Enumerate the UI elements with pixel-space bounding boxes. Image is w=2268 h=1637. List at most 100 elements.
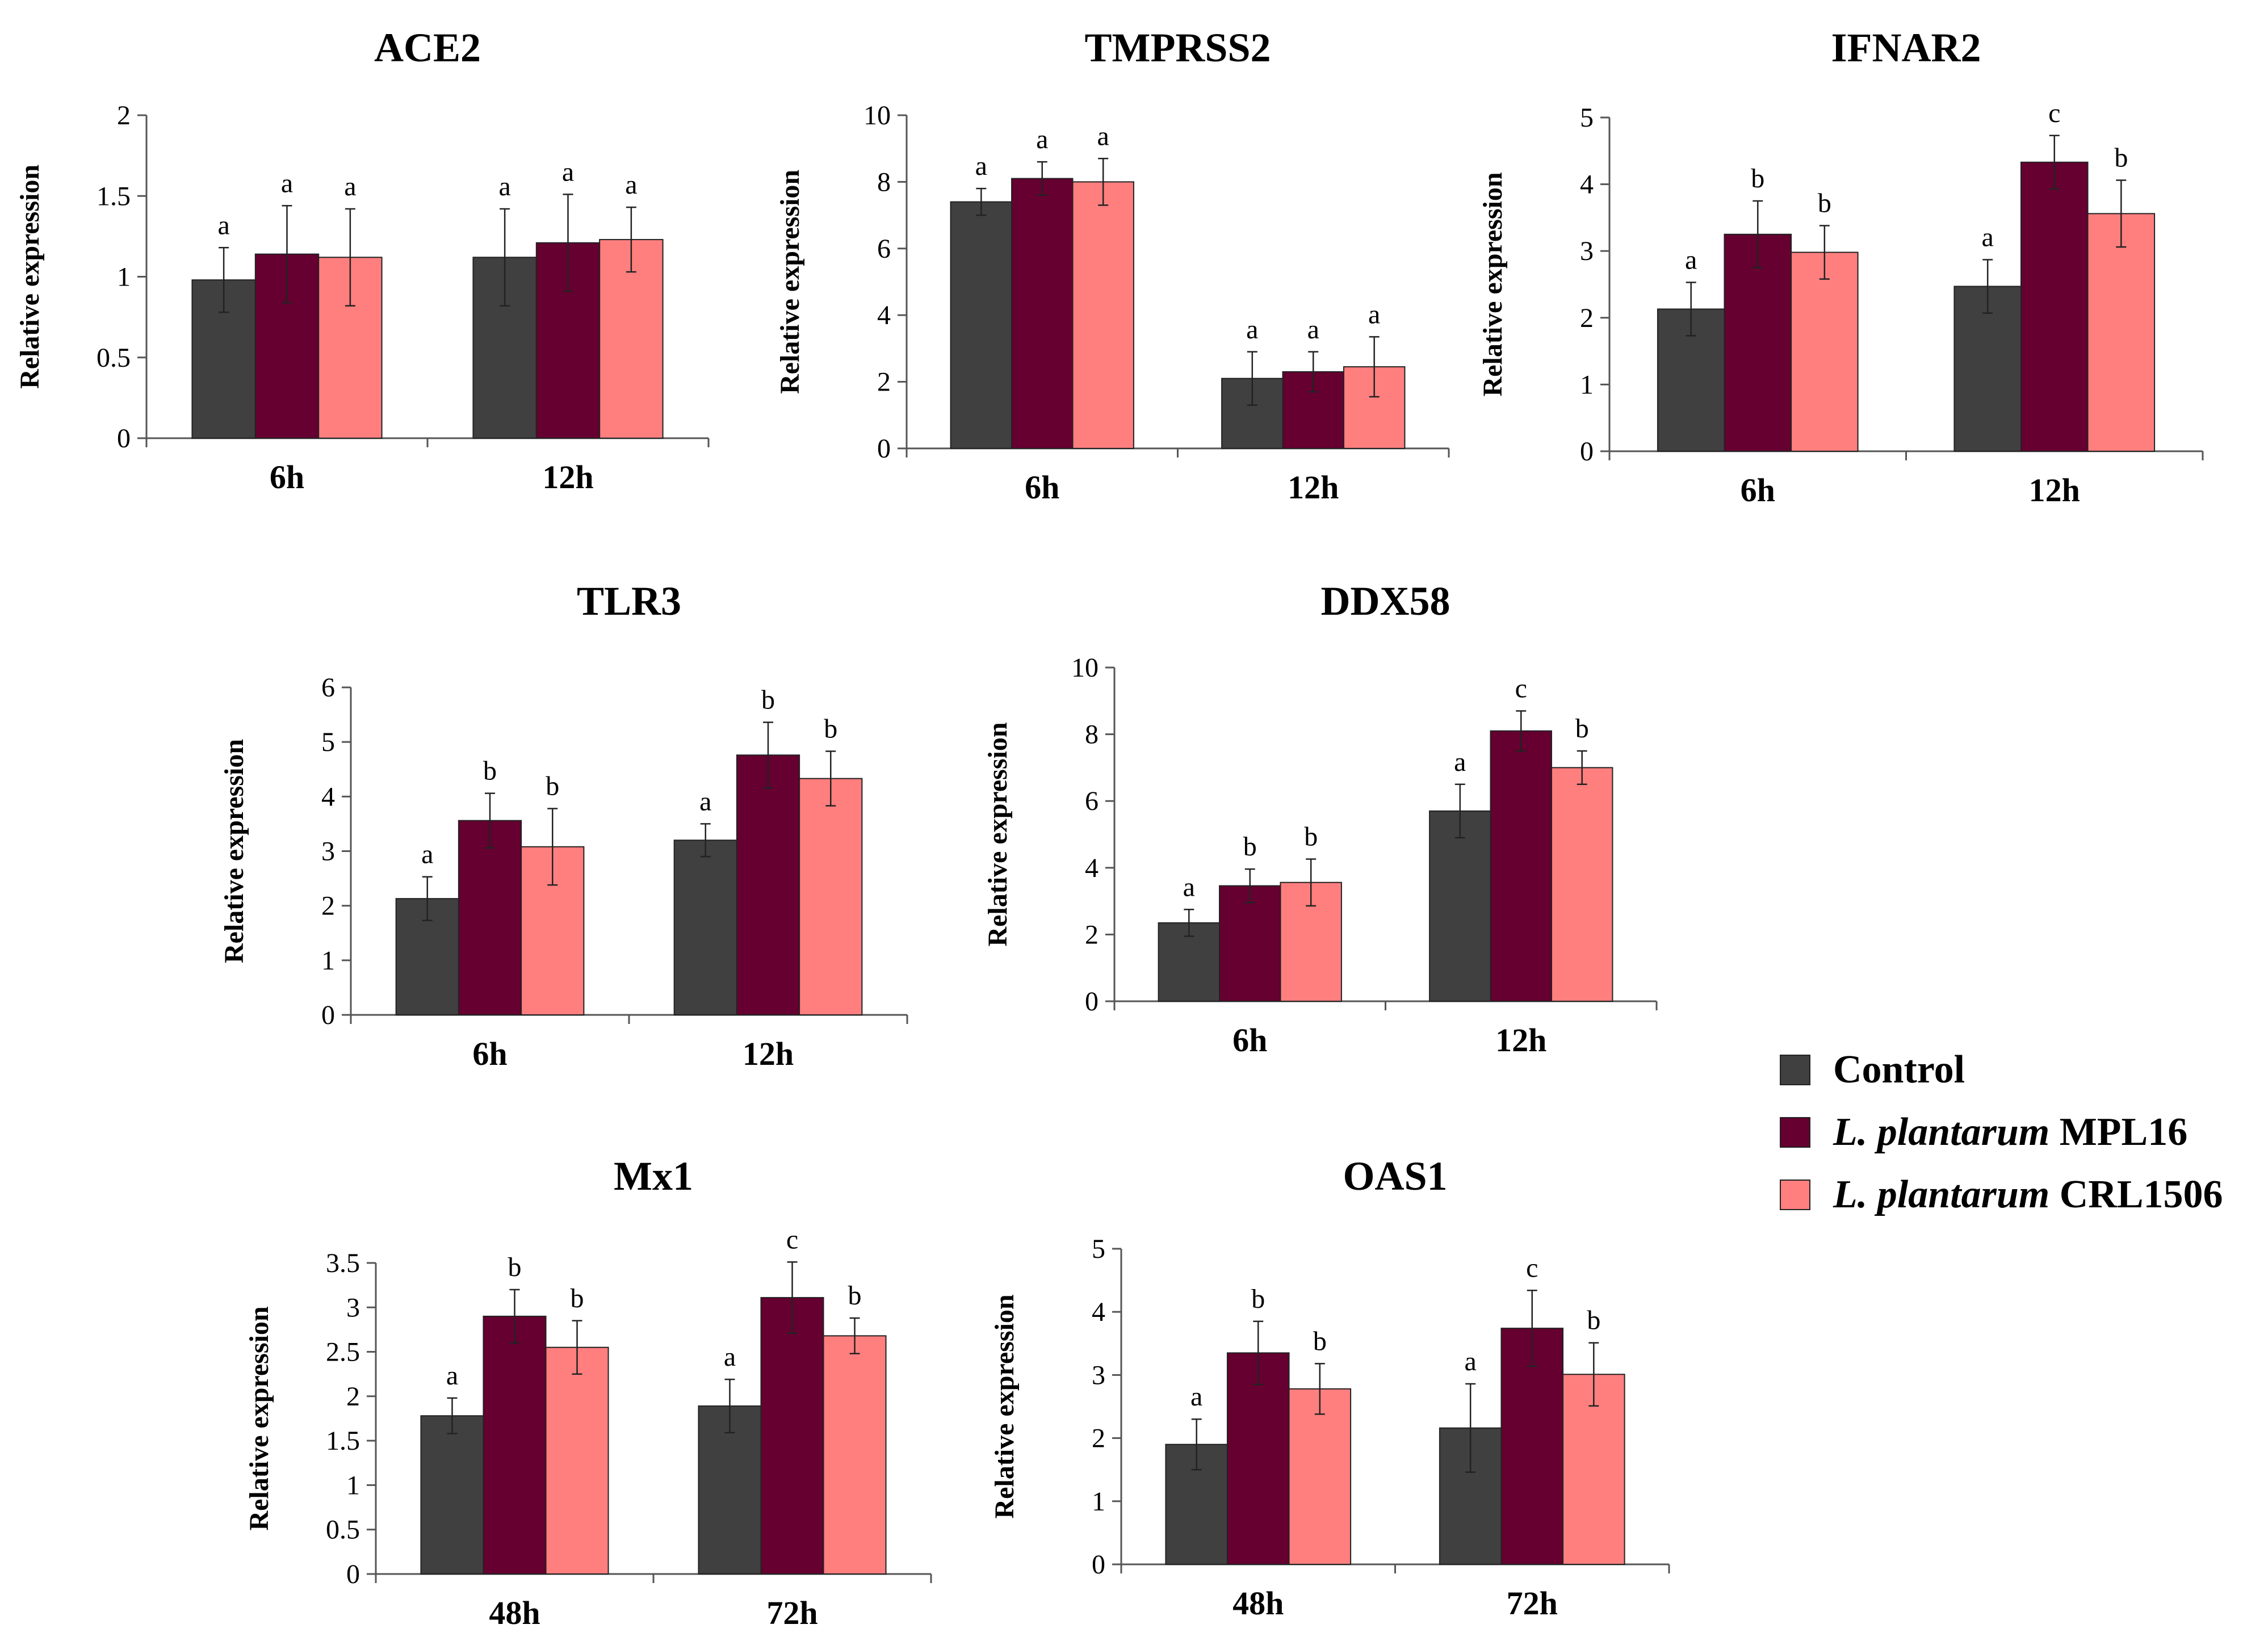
significance-letter: a <box>281 168 293 198</box>
x-category-label: 6h <box>1741 472 1775 509</box>
y-tick-label: 2 <box>1092 1424 1105 1454</box>
bar-mpl16-6h <box>458 820 522 1015</box>
x-category-label: 12h <box>2029 472 2080 509</box>
y-tick-label: 1 <box>1092 1487 1105 1517</box>
significance-letter: a <box>1368 299 1380 329</box>
x-category-label: 12h <box>542 459 593 496</box>
y-tick-label: 6 <box>321 673 335 703</box>
significance-letter: b <box>1751 163 1764 194</box>
legend-label-crl1506: L. plantarum CRL1506 <box>1833 1173 2223 1216</box>
significance-letter: a <box>1685 245 1697 275</box>
bar-mpl16-6h <box>1011 178 1074 449</box>
significance-letter: b <box>1818 188 1831 219</box>
bar-control-48h <box>420 1415 484 1575</box>
significance-letter: a <box>498 171 510 202</box>
significance-letter: a <box>699 786 711 816</box>
y-tick-label: 1 <box>1580 370 1594 400</box>
significance-letter: b <box>1304 822 1318 852</box>
legend-swatch-control <box>1780 1055 1810 1085</box>
y-axis-label: Relative expression <box>1478 172 1508 396</box>
y-axis-label: Relative expression <box>775 170 805 394</box>
significance-letter: b <box>571 1283 584 1313</box>
chart-title: Mx1 <box>614 1153 693 1199</box>
legend-label-control: Control <box>1833 1048 1965 1092</box>
x-category-label: 48h <box>1232 1585 1284 1622</box>
significance-letter: b <box>1251 1284 1265 1314</box>
y-tick-label: 3 <box>321 837 335 867</box>
bar-control-12h <box>673 840 737 1016</box>
y-axis-label: Relative expression <box>990 1294 1020 1518</box>
panel-ifnar2: IFNAR2 Relative expression 0 1 2 3 4 5 6h a b b 12h a… <box>1478 25 2204 509</box>
chart-title: DDX58 <box>1321 578 1450 624</box>
x-category-label: 6h <box>472 1035 507 1072</box>
y-tick-label: 4 <box>1085 853 1099 883</box>
y-axis-label: Relative expression <box>244 1306 274 1530</box>
significance-letter: b <box>824 714 837 744</box>
x-category-label: 72h <box>1507 1585 1558 1622</box>
y-tick-label: 2 <box>321 891 335 921</box>
y-axis-label: Relative expression <box>219 739 249 963</box>
bar-crl1506-48h <box>545 1346 609 1575</box>
y-tick-label: 6 <box>877 234 891 264</box>
bar-mpl16-12h <box>2020 161 2089 452</box>
significance-letter: a <box>1982 222 1994 252</box>
bar-crl1506-12h <box>2087 213 2156 452</box>
significance-letter: a <box>1183 872 1195 902</box>
panel-oas1: OAS1 Relative expression 0 1 2 3 4 5 48h a b b 72h a c… <box>990 1153 1670 1622</box>
y-tick-label: 0 <box>346 1559 360 1589</box>
y-tick-label: 3 <box>1580 236 1594 266</box>
bar-mpl16-6h <box>1219 885 1281 1002</box>
legend-swatch-crl1506 <box>1780 1180 1810 1210</box>
y-tick-label: 10 <box>863 100 891 131</box>
y-tick-label: 10 <box>1071 653 1099 683</box>
significance-letter: a <box>1036 124 1048 154</box>
significance-letter: b <box>761 685 775 715</box>
y-tick-label: 1.5 <box>326 1426 360 1456</box>
legend-item-mpl16: L. plantarum MPL16 <box>1780 1101 2223 1164</box>
y-tick-label: 4 <box>877 300 891 330</box>
y-tick-label: 0 <box>1092 1550 1105 1580</box>
y-tick-label: 3.5 <box>326 1248 360 1278</box>
significance-letter: c <box>1515 673 1527 703</box>
significance-letter: b <box>508 1252 522 1282</box>
bar-crl1506-6h <box>1072 181 1134 449</box>
significance-letter: a <box>1246 314 1258 345</box>
significance-letter: a <box>724 1342 736 1372</box>
bar-crl1506-6h <box>1791 251 1859 452</box>
significance-letter: a <box>446 1361 458 1391</box>
significance-letter: c <box>1526 1253 1538 1283</box>
y-tick-label: 1 <box>117 262 131 292</box>
significance-letter: a <box>1465 1346 1477 1376</box>
significance-letter: a <box>625 170 637 200</box>
chart-title: TLR3 <box>577 578 681 624</box>
y-tick-label: 0.5 <box>97 343 131 373</box>
y-tick-label: 0 <box>1085 987 1099 1017</box>
x-category-label: 6h <box>1025 469 1059 506</box>
chart-title: OAS1 <box>1343 1153 1447 1199</box>
bar-crl1506-48h <box>1288 1388 1352 1565</box>
y-tick-label: 0 <box>117 423 131 454</box>
y-tick-label: 2 <box>1580 303 1594 333</box>
y-tick-label: 0 <box>1580 436 1594 467</box>
bar-mpl16-48h <box>483 1315 547 1575</box>
panel-tlr3: TLR3 Relative expression 0 1 2 3 4 5 6 6h a b b 12h a b… <box>219 578 908 1072</box>
x-category-label: 12h <box>743 1035 794 1072</box>
y-tick-label: 2.5 <box>326 1337 360 1367</box>
y-tick-label: 1 <box>321 946 335 976</box>
x-category-label: 48h <box>489 1594 540 1631</box>
y-tick-label: 8 <box>877 167 891 197</box>
y-tick-label: 0 <box>321 1000 335 1030</box>
x-category-label: 6h <box>1232 1022 1267 1059</box>
y-tick-label: 5 <box>1092 1234 1105 1264</box>
y-tick-label: 2 <box>346 1382 360 1412</box>
significance-letter: a <box>562 157 574 187</box>
bar-mpl16-12h <box>1490 730 1552 1002</box>
significance-letter: b <box>848 1281 862 1311</box>
significance-letter: c <box>786 1224 798 1254</box>
y-tick-label: 3 <box>1092 1360 1105 1390</box>
y-tick-label: 4 <box>321 782 335 812</box>
x-category-label: 6h <box>270 459 304 496</box>
y-tick-label: 5 <box>321 727 335 757</box>
significance-letter: a <box>1097 121 1109 151</box>
y-tick-label: 1 <box>346 1470 360 1500</box>
